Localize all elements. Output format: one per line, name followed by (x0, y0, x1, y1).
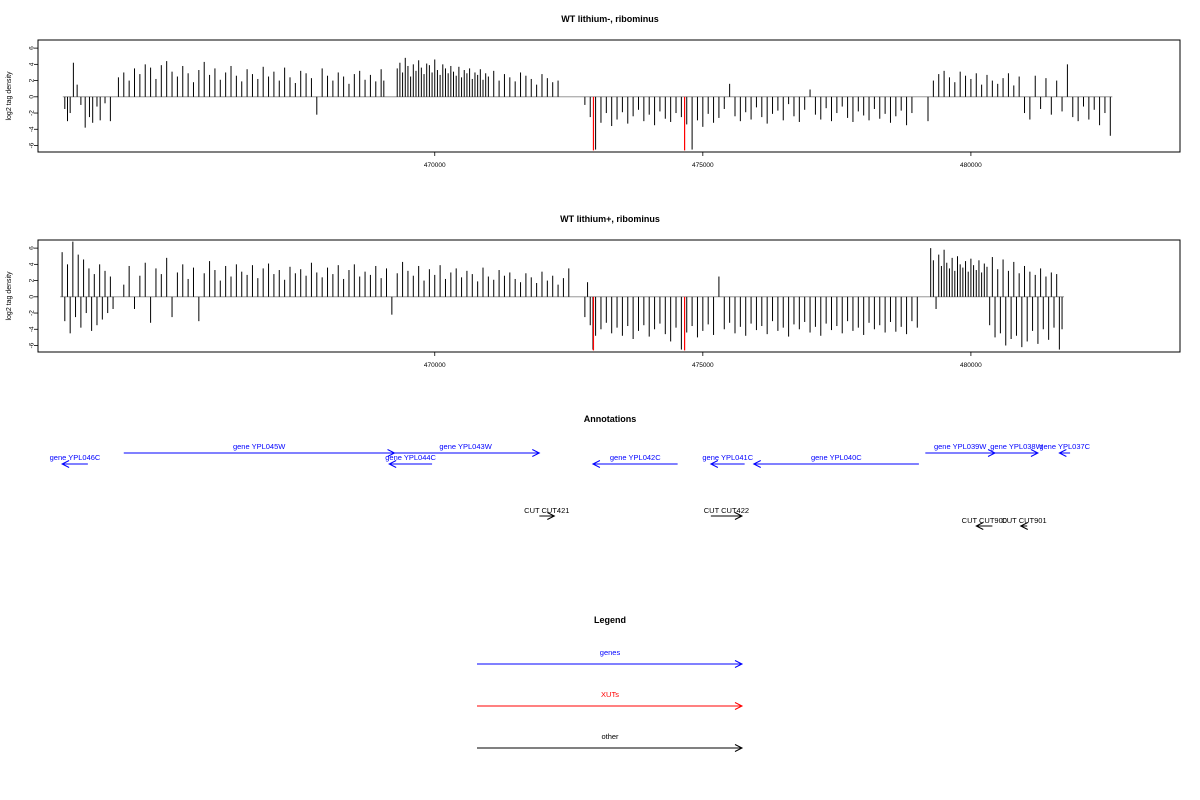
gene-arrow-head (388, 460, 397, 468)
panel-title: WT lithium-, ribominus (561, 14, 659, 24)
y-tick-label: -4 (29, 326, 36, 332)
plot-frame (37, 39, 1181, 153)
cut-label: CUT CUT421 (524, 506, 569, 515)
y-tick-label: -4 (29, 126, 36, 132)
gene-arrow-head (752, 460, 761, 468)
legend-items: genes XUTs other (477, 648, 744, 752)
cut-arrow-head (1019, 522, 1028, 530)
y-tick-label: 4 (29, 262, 36, 266)
legend: Legend genes XUTs other (477, 615, 744, 752)
x-tick-label: 475000 (692, 362, 714, 369)
track-panel-lithium-minus: WT lithium-, ribominus log2 tag density … (6, 14, 1181, 169)
legend-arrow-head (734, 660, 744, 668)
y-tick-label: 0 (29, 95, 36, 99)
y-tick-label: 4 (29, 62, 36, 66)
y-tick-label: 0 (29, 295, 36, 299)
gene-label: gene YPL041C (702, 453, 753, 462)
x-axis: 470000 475000 480000 (424, 352, 982, 369)
legend-arrow-head (734, 702, 744, 710)
gene-label: gene YPL045W (233, 442, 286, 451)
gene-arrow-head (532, 449, 541, 457)
x-tick-label: 475000 (692, 162, 714, 169)
y-axis: -6 -4 -2 0 2 4 6 (29, 46, 38, 148)
cut-label: CUT CUT422 (704, 506, 749, 515)
y-tick-label: -2 (29, 110, 36, 116)
y-tick-label: -6 (29, 342, 36, 348)
gene-arrow-head (591, 460, 601, 468)
y-axis-label: log2 tag density (6, 271, 13, 321)
legend-title: Legend (594, 615, 626, 625)
y-tick-label: 2 (29, 78, 36, 82)
gene-label: gene YPL043W (439, 442, 492, 451)
cut-arrow-head (547, 512, 556, 520)
cut-label: CUT CUT900 (962, 516, 1007, 525)
annotations-title: Annotations (584, 414, 637, 424)
track-panel-lithium-plus: WT lithium+, ribominus log2 tag density … (6, 214, 1181, 369)
x-axis: 470000 475000 480000 (424, 152, 982, 169)
data-bars (60, 241, 1065, 351)
cut-arrow-head (975, 522, 984, 530)
legend-arrow-head (734, 744, 744, 752)
x-tick-label: 470000 (424, 162, 446, 169)
cut-arrow-head (734, 512, 744, 520)
gene-label: gene YPL037C (1039, 442, 1090, 451)
y-tick-label: 6 (29, 46, 36, 50)
y-tick-label: 2 (29, 278, 36, 282)
gene-label: gene YPL038W (990, 442, 1043, 451)
y-tick-label: -6 (29, 142, 36, 148)
legend-label: XUTs (601, 690, 619, 699)
gene-arrow-head (61, 460, 70, 468)
annotations-track: Annotations gene YPL046C gene YPL045W gene… (50, 414, 1091, 530)
legend-label: other (601, 732, 619, 741)
cut-label: CUT CUT901 (1001, 516, 1046, 525)
gene-arrow-head (1030, 449, 1040, 457)
data-bars (62, 57, 1113, 151)
gene-arrow-head (987, 449, 997, 457)
y-axis: -6 -4 -2 0 2 4 6 (29, 246, 38, 348)
panel-title: WT lithium+, ribominus (560, 214, 660, 224)
gene-label: gene YPL046C (50, 453, 101, 462)
y-tick-label: -2 (29, 310, 36, 316)
x-tick-label: 480000 (960, 162, 982, 169)
gene-label: gene YPL042C (610, 453, 661, 462)
x-tick-label: 470000 (424, 362, 446, 369)
gene-label: gene YPL044C (385, 453, 436, 462)
legend-label: genes (600, 648, 621, 657)
y-axis-label: log2 tag density (6, 71, 13, 121)
plot-frame (37, 239, 1181, 353)
x-tick-label: 480000 (960, 362, 982, 369)
gene-arrow-head (1058, 449, 1067, 457)
y-tick-label: 6 (29, 246, 36, 250)
gene-label: gene YPL040C (811, 453, 862, 462)
gene-arrow-head (709, 460, 719, 468)
gene-label: gene YPL039W (934, 442, 987, 451)
